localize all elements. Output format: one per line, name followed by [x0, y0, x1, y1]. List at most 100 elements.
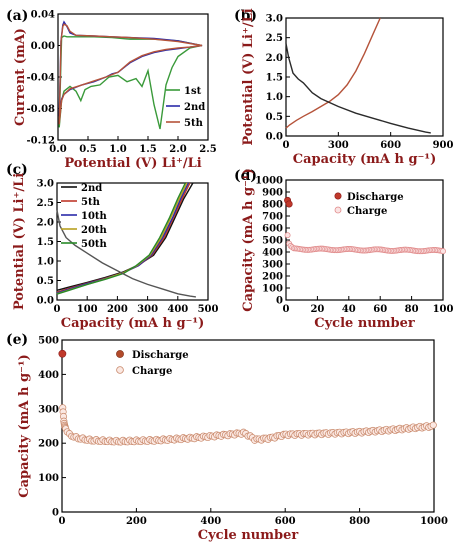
panel-a-xtick-label: 1.0: [109, 144, 126, 155]
legend-c-label: 50th: [81, 239, 108, 250]
panel-c-series-line: [56, 182, 191, 293]
panel-c-series-line: [56, 182, 190, 294]
panel-a-xtick-label: 0.0: [49, 144, 66, 155]
discharge-point: [58, 349, 67, 358]
panel-b-series-line: [285, 43, 431, 134]
panel-d-xlabel: Cycle number: [314, 316, 415, 331]
panel-b-xtick-label: 300: [328, 140, 349, 151]
panel-d-ytick-label: 1000: [255, 176, 283, 187]
panel-e-ytick-label: 200: [38, 439, 59, 450]
panel-d-ylabel: Capacity (mA h g⁻¹): [241, 168, 256, 312]
panel-e-frame: [61, 339, 435, 513]
panel-e-ylabel: Capacity (mA h g⁻¹): [17, 354, 32, 498]
panel-b-ytick-label: 3.0: [266, 14, 283, 25]
legend-a-label: 2nd: [184, 102, 205, 113]
panel-e-ytick-label: 500: [38, 336, 59, 347]
panel-c-xtick-label: 500: [198, 304, 219, 315]
legend-d-discharge-marker: [334, 192, 342, 200]
panel-b-ytick-label: 2.5: [266, 33, 283, 44]
panel-b-ytick-label: 1.0: [266, 92, 283, 103]
panel-a-ytick-label: -0.08: [26, 104, 55, 115]
charge-point: [429, 421, 437, 429]
panel-d-ytick-label: 100: [262, 284, 283, 295]
panel-d-xtick-label: 40: [342, 304, 356, 315]
panel-c-ytick-label: 2.0: [37, 218, 54, 229]
panel-a-xtick-label: 0.5: [79, 144, 96, 155]
panel-d-xtick-label: 20: [310, 304, 324, 315]
panel-e-ytick-label: 100: [38, 473, 59, 484]
legend-e-charge-label: Charge: [132, 366, 172, 377]
panel-a-ytick-label: 0.00: [31, 41, 55, 52]
panel-c-series-line: [56, 182, 186, 295]
panel-d-ytick-label: 0: [276, 296, 283, 307]
legend-c-label: 5th: [81, 197, 101, 208]
panel-e-ytick-label: 0: [52, 508, 59, 519]
panel-d-ytick-label: 900: [262, 188, 283, 199]
panel-b-ytick-label: 1.5: [266, 73, 283, 84]
panel-b-label: (b): [234, 8, 257, 24]
legend-c-label: 20th: [81, 225, 108, 236]
panel-c-series-line: [56, 182, 188, 295]
panel-e-xtick-label: 600: [275, 516, 296, 527]
panel-d-ytick-label: 200: [262, 272, 283, 283]
panel-b-ylabel: Potential (V) Li⁺/Li: [241, 8, 256, 145]
panel-e-xtick-label: 400: [200, 516, 221, 527]
panel-c-ytick-label: 1.0: [37, 257, 54, 268]
panel-a-xtick-label: 1.5: [139, 144, 156, 155]
panel-e-xtick-label: 800: [349, 516, 370, 527]
panel-d-xtick-label: 100: [433, 304, 454, 315]
panel-c-xtick-label: 100: [77, 304, 98, 315]
discharge-point: [285, 200, 293, 208]
panel-d-xtick-label: 0: [283, 304, 290, 315]
panel-d-xtick-label: 60: [373, 304, 387, 315]
panel-a-ytick-label: -0.04: [26, 73, 55, 84]
panel-b-xlabel: Capacity (mA h g⁻¹): [293, 152, 437, 167]
legend-c-label: 10th: [81, 211, 108, 222]
panel-e-xtick-label: 200: [126, 516, 147, 527]
panel-c-ytick-label: 2.5: [37, 198, 54, 209]
legend-c-label: 2nd: [81, 183, 102, 194]
panel-b-xtick-label: 0: [283, 140, 290, 151]
panel-b-frame: [285, 17, 444, 137]
panel-c-ytick-label: 3.0: [37, 179, 54, 190]
panel-c-series-line: [56, 210, 196, 298]
panel-d-ytick-label: 600: [262, 224, 283, 235]
panel-c-xtick-label: 200: [107, 304, 128, 315]
panel-a-series-line: [58, 23, 203, 125]
panel-d-ytick-label: 300: [262, 260, 283, 271]
panel-a-ytick-label: -0.12: [26, 136, 55, 147]
legend-a-label: 1st: [184, 86, 202, 97]
legend-d-charge-marker: [334, 206, 342, 214]
panel-d-ytick-label: 500: [262, 236, 283, 247]
charge-point: [284, 232, 291, 239]
panel-b-ytick-label: 2.0: [266, 53, 283, 64]
panel-d-ytick-label: 400: [262, 248, 283, 259]
panel-b-ytick-label: 0.5: [266, 112, 283, 123]
legend-e-discharge-marker: [116, 350, 124, 358]
panel-c-xtick-label: 0: [54, 304, 61, 315]
panel-a-ytick-label: 0.04: [31, 10, 55, 21]
legend-a-label: 5th: [184, 118, 204, 129]
panel-e-ytick-label: 400: [38, 370, 59, 381]
panel-c-xtick-label: 300: [137, 304, 158, 315]
legend-e-discharge-label: Discharge: [132, 350, 189, 361]
panel-d-label: (d): [234, 168, 257, 184]
panel-c-xlabel: Capacity (mA h g⁻¹): [61, 316, 205, 331]
panel-c-xtick-label: 400: [167, 304, 188, 315]
panel-a-xtick-label: 2.0: [169, 144, 186, 155]
legend-e-charge-marker: [116, 366, 124, 374]
panel-a-ylabel: Current (mA): [13, 28, 28, 126]
legend-d-charge-label: Charge: [347, 206, 387, 217]
panel-e-label: (e): [6, 332, 28, 348]
panel-d-xtick-label: 80: [405, 304, 419, 315]
panel-c-frame: [56, 182, 209, 301]
panel-e-xtick-label: 0: [59, 516, 66, 527]
charge-point: [440, 248, 446, 255]
panel-d-ytick-label: 700: [262, 212, 283, 223]
panel-c-label: (c): [6, 162, 28, 178]
panel-b-xtick-label: 900: [433, 140, 454, 151]
panel-c-ytick-label: 1.5: [37, 237, 54, 248]
panel-c-ytick-label: 0.5: [37, 276, 54, 287]
panel-c-ytick-label: 0.0: [37, 296, 54, 307]
panel-a-label: (a): [6, 8, 28, 24]
